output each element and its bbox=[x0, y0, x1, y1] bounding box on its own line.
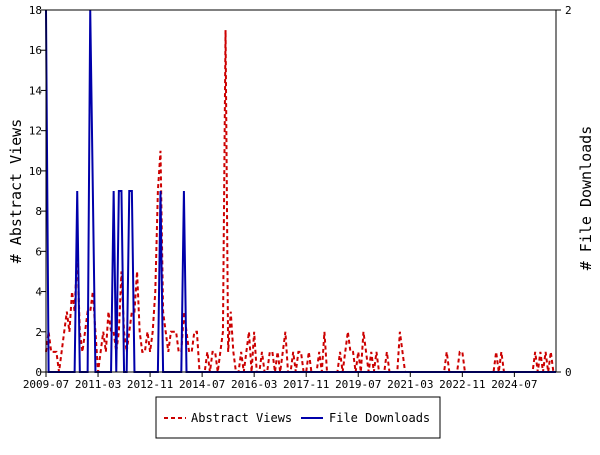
left-tick-label: 4 bbox=[35, 286, 42, 299]
x-tick-label: 2014-07 bbox=[179, 378, 225, 391]
left-tick-label: 10 bbox=[29, 165, 42, 178]
left-tick-label: 12 bbox=[29, 125, 42, 138]
x-tick-label: 2012-11 bbox=[127, 378, 173, 391]
right-axis-title: # File Downloads bbox=[577, 126, 595, 271]
x-tick-label: 2024-07 bbox=[491, 378, 537, 391]
left-tick-label: 6 bbox=[35, 245, 42, 258]
x-tick-label: 2017-11 bbox=[283, 378, 329, 391]
x-tick-label: 2009-07 bbox=[23, 378, 69, 391]
left-tick-label: 0 bbox=[35, 366, 42, 379]
x-tick-label: 2019-07 bbox=[335, 378, 381, 391]
plot-frame bbox=[45, 9, 557, 373]
left-tick-label: 14 bbox=[29, 84, 43, 97]
left-tick-label: 2 bbox=[35, 326, 42, 339]
x-tick-label: 2016-03 bbox=[231, 378, 277, 391]
left-tick-label: 18 bbox=[29, 4, 42, 17]
x-tick-label: 2021-03 bbox=[387, 378, 433, 391]
legend-box bbox=[155, 396, 441, 439]
legend: Abstract Views File Downloads bbox=[155, 396, 441, 439]
legend-label-abstract-views: Abstract Views bbox=[191, 411, 292, 425]
legend-label-file-downloads: File Downloads bbox=[329, 411, 430, 425]
x-tick-label: 2011-03 bbox=[75, 378, 121, 391]
right-tick-label: 0 bbox=[565, 366, 572, 379]
left-tick-label: 8 bbox=[35, 205, 42, 218]
left-axis-title: # Abstract Views bbox=[7, 119, 25, 264]
x-tick-label: 2022-11 bbox=[439, 378, 485, 391]
axes-layer: 0 2 4 6 8 10 12 14 16 18 0 2 2009-07 2011-03 2012-11 20… bbox=[23, 4, 572, 391]
right-tick-label: 2 bbox=[565, 4, 572, 17]
left-tick-label: 16 bbox=[29, 44, 42, 57]
